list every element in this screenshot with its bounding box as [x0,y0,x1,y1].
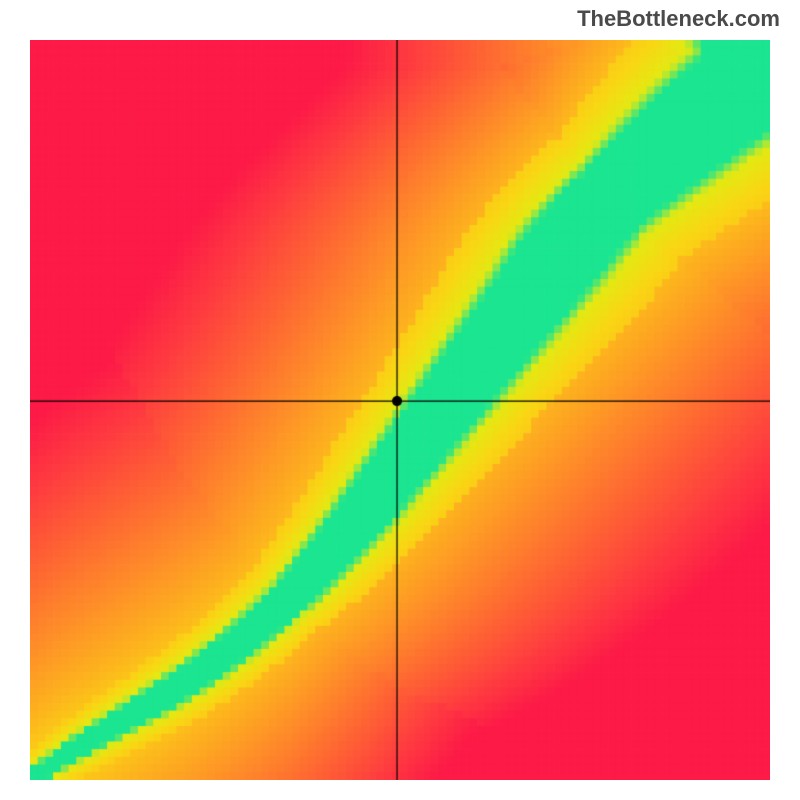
bottleneck-heatmap [30,40,770,780]
chart-container: TheBottleneck.com [0,0,800,800]
watermark-text: TheBottleneck.com [577,6,780,32]
